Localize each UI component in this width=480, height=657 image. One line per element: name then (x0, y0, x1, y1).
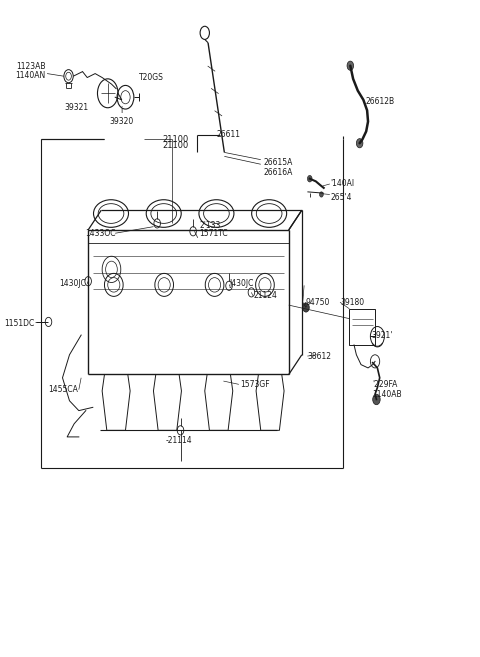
Text: 26611: 26611 (216, 130, 240, 139)
Text: 1433OC: 1433OC (84, 229, 115, 238)
Text: 1140AN: 1140AN (15, 71, 45, 80)
Text: 21124: 21124 (254, 291, 277, 300)
Text: 26616A: 26616A (263, 168, 292, 177)
Text: 39321: 39321 (64, 103, 88, 112)
Circle shape (307, 175, 312, 182)
Text: 2'133: 2'133 (199, 221, 220, 230)
Text: 265'4: 265'4 (331, 193, 352, 202)
Text: i
39320: i 39320 (109, 106, 134, 126)
Text: 1123AB: 1123AB (16, 62, 45, 71)
Text: 3921': 3921' (372, 330, 393, 340)
Circle shape (372, 394, 380, 405)
Text: 39180: 39180 (340, 298, 364, 307)
Text: -21114: -21114 (166, 436, 192, 445)
Text: 1140AB: 1140AB (372, 390, 401, 399)
Text: 1571TC: 1571TC (199, 229, 228, 238)
Text: 1573GF: 1573GF (240, 380, 269, 389)
Text: 26612B: 26612B (366, 97, 395, 106)
Text: 1455CA: 1455CA (48, 385, 78, 394)
Text: '140Al: '140Al (331, 179, 355, 189)
Text: 1430JC: 1430JC (59, 279, 86, 288)
Text: '229FA: '229FA (372, 380, 397, 389)
Circle shape (303, 303, 309, 312)
Text: 1151DC: 1151DC (4, 319, 35, 328)
Text: 94750: 94750 (305, 298, 329, 307)
Text: J430JC: J430JC (229, 279, 253, 288)
Text: 21100: 21100 (163, 141, 189, 150)
Bar (349, 309, 375, 345)
Circle shape (320, 192, 323, 197)
Text: T20GS: T20GS (139, 73, 163, 82)
Text: 38612: 38612 (307, 351, 331, 361)
Circle shape (347, 61, 354, 70)
Text: 21100: 21100 (163, 135, 189, 144)
Circle shape (356, 139, 363, 148)
Text: 26615A: 26615A (263, 158, 292, 168)
